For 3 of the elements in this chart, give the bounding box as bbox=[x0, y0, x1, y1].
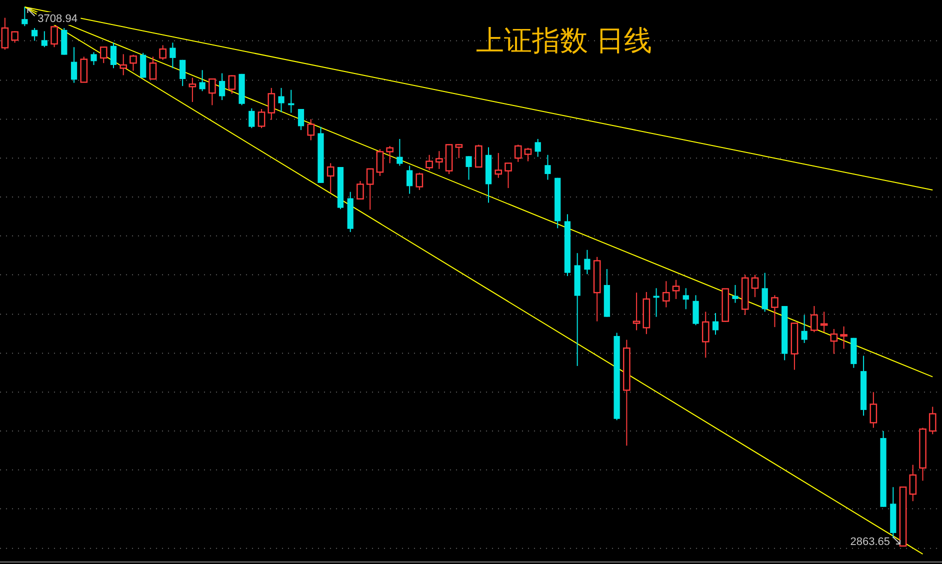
annotation: 2863.65 bbox=[850, 536, 890, 548]
text: 上证指数 日线 bbox=[476, 25, 652, 56]
annotation: 3708.94 bbox=[38, 13, 78, 25]
